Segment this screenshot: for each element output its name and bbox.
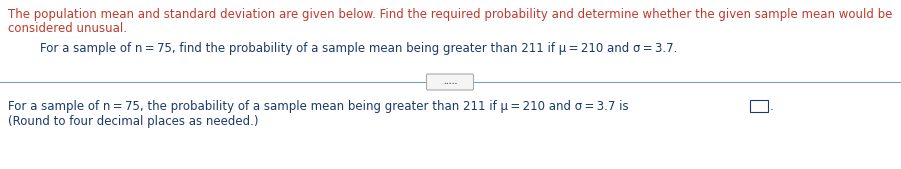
Text: .....: ..... [442,78,457,87]
FancyBboxPatch shape [750,100,768,112]
Text: (Round to four decimal places as needed.): (Round to four decimal places as needed.… [8,115,259,128]
FancyBboxPatch shape [426,74,474,90]
Text: For a sample of n = 75, the probability of a sample mean being greater than 211 : For a sample of n = 75, the probability … [8,100,629,113]
Text: considered unusual.: considered unusual. [8,22,127,35]
Text: For a sample of n = 75, find the probability of a sample mean being greater than: For a sample of n = 75, find the probabi… [40,42,678,55]
Text: The population mean and standard deviation are given below. Find the required pr: The population mean and standard deviati… [8,8,892,21]
Text: .: . [770,100,774,113]
